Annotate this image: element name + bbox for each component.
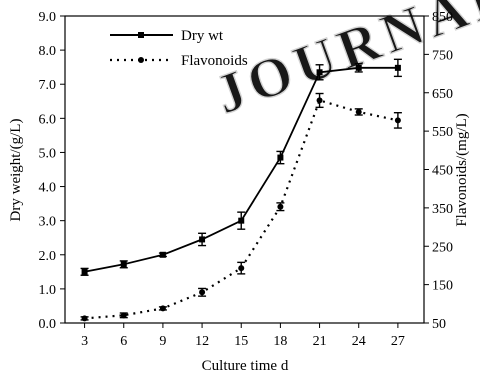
ticks-layer: 3 6 9 12 15 18 21 24 27 0.0 1.0 2.0 3.0 4.0 5.0 6.0 7.0 8…	[39, 10, 454, 349]
x-tick-label: 24	[352, 334, 366, 349]
data-point-dry-wt	[277, 154, 284, 161]
left-y-tick-label: 2.0	[39, 249, 57, 264]
data-point-dry-wt	[394, 64, 401, 71]
x-tick-label: 21	[313, 334, 327, 349]
left-y-tick-label: 0.0	[39, 317, 57, 332]
series-line-flavonoids	[84, 99, 399, 320]
data-point-flavonoids	[159, 305, 166, 312]
data-point-flavonoids	[238, 265, 245, 272]
right-y-tick-label: 650	[432, 87, 453, 102]
x-tick-label: 9	[159, 334, 166, 349]
x-tick-label: 15	[234, 334, 248, 349]
legend-label-dry-wt: Dry wt	[181, 28, 224, 44]
right-y-tick-label: 850	[432, 10, 453, 25]
left-y-tick-label: 6.0	[39, 112, 57, 127]
right-y-tick-label: 450	[432, 164, 453, 179]
left-axis-title: Dry weight/(g/L)	[8, 119, 24, 222]
right-y-tick-label: 550	[432, 125, 453, 140]
data-point-flavonoids	[277, 203, 284, 210]
data-point-dry-wt	[81, 268, 88, 275]
data-point-flavonoids	[120, 312, 127, 319]
data-point-flavonoids	[316, 97, 323, 104]
series-layer	[80, 58, 402, 322]
right-y-tick-label: 50	[432, 317, 446, 332]
data-point-flavonoids	[355, 108, 362, 115]
left-y-tick-label: 5.0	[39, 146, 57, 161]
left-y-tick-label: 4.0	[39, 181, 57, 196]
right-y-tick-label: 350	[432, 202, 453, 217]
data-point-dry-wt	[316, 69, 323, 76]
left-y-tick-label: 9.0	[39, 10, 57, 25]
data-point-dry-wt	[159, 251, 166, 258]
data-point-dry-wt	[120, 261, 127, 268]
x-tick-label: 18	[273, 334, 287, 349]
series-flavonoids	[80, 92, 402, 322]
x-tick-label: 3	[81, 334, 88, 349]
data-point-dry-wt	[199, 236, 206, 243]
legend-marker-dry-wt	[138, 32, 144, 38]
right-y-tick-label: 250	[432, 240, 453, 255]
right-axis-title: Flavonoids/(mg/L)	[454, 113, 470, 226]
left-y-tick-label: 8.0	[39, 44, 57, 59]
series-dry-wt	[80, 58, 402, 276]
data-point-flavonoids	[199, 289, 206, 296]
legend-label-flavonoids: Flavonoids	[181, 53, 248, 69]
left-y-tick-label: 1.0	[39, 283, 57, 298]
data-point-flavonoids	[81, 315, 88, 322]
right-y-tick-label: 750	[432, 48, 453, 63]
data-point-dry-wt	[355, 64, 362, 71]
legend-marker-flavonoids	[138, 57, 144, 63]
x-tick-label: 6	[120, 334, 127, 349]
legend: Dry wt Flavonoids	[110, 28, 248, 69]
right-y-tick-label: 150	[432, 279, 453, 294]
x-tick-label: 12	[195, 334, 209, 349]
x-tick-label: 27	[391, 334, 405, 349]
left-y-tick-label: 7.0	[39, 78, 57, 93]
data-point-dry-wt	[238, 217, 245, 224]
left-y-tick-label: 3.0	[39, 215, 57, 230]
data-point-flavonoids	[394, 117, 401, 124]
x-axis-title: Culture time d	[202, 358, 289, 374]
